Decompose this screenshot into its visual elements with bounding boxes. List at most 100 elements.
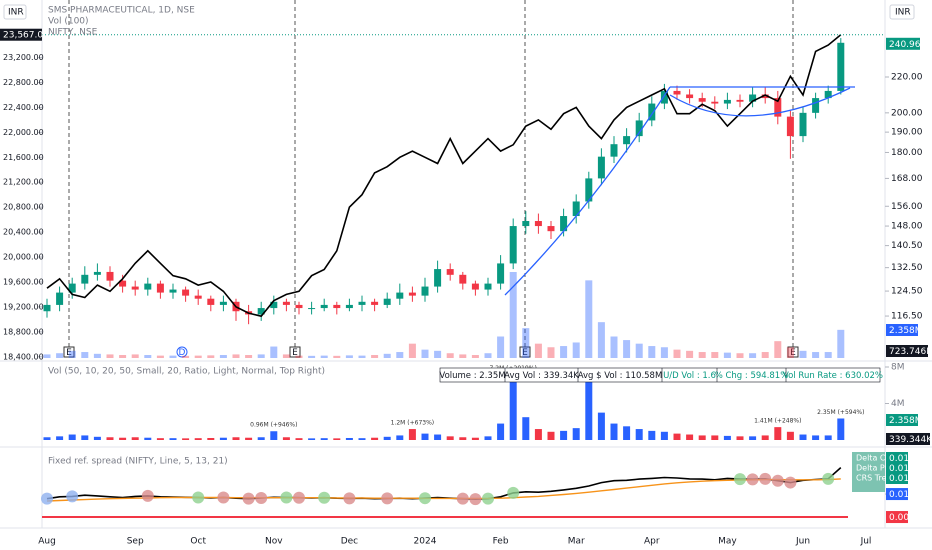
signal-marker: [759, 472, 772, 485]
volume-bar: [673, 433, 681, 440]
volume-bar: [660, 431, 668, 440]
volume-bar: [308, 438, 316, 440]
y2-tick-label: 20,000.00: [3, 253, 44, 262]
volume-overlay-bar: [610, 336, 618, 358]
volume-bar: [81, 435, 89, 440]
pane-borders: [0, 0, 932, 529]
x-tick-label: Nov: [265, 537, 283, 547]
volume-bar: [119, 437, 127, 440]
volume-bar: [169, 438, 177, 440]
volume-bar: [182, 438, 190, 440]
currency-left: INR: [8, 8, 24, 18]
candle-body: [610, 144, 618, 157]
volume-overlay-bar: [484, 353, 492, 358]
volume-bar: [698, 435, 706, 440]
candle-body: [761, 94, 769, 99]
y-tick-label: 180.00: [891, 148, 923, 158]
candle-body: [484, 283, 492, 290]
volume-last-label-box: [886, 414, 918, 426]
volume-bar: [585, 380, 593, 440]
y2-tick-label: 19,200.00: [3, 302, 44, 311]
candle-body: [408, 292, 416, 296]
candle-body: [81, 274, 89, 284]
candle-body: [673, 90, 681, 95]
volume-overlay-bar: [182, 355, 190, 358]
x-tick-label: 2024: [414, 537, 437, 547]
y-tick-label: 220.00: [891, 73, 923, 83]
volume-bar: [459, 437, 467, 440]
volume-bar: [43, 437, 51, 440]
candle-body: [698, 98, 706, 102]
volume-overlay-bar: [585, 280, 593, 358]
svg-text:E: E: [292, 348, 298, 358]
candle-body: [623, 136, 631, 145]
volume-bar: [383, 436, 391, 440]
signal-marker: [255, 491, 268, 504]
stats-cell: Vol Run Rate : 630.02%: [783, 371, 883, 381]
volume-overlay-bar: [68, 350, 76, 358]
y-tick-label: 8M: [891, 363, 905, 373]
volume-overlay-bar: [421, 349, 429, 358]
volume-bar: [509, 374, 517, 440]
candle-body: [371, 301, 379, 305]
volume-bar: [232, 437, 240, 440]
candle-body: [434, 269, 442, 287]
y2-tick-label: 20,800.00: [3, 203, 44, 212]
volume-bar: [723, 435, 731, 440]
event-markers[interactable]: E D E E E: [63, 346, 799, 358]
volume-overlay-bar: [534, 343, 542, 358]
volume-label: 1.41M (+248%): [754, 418, 801, 425]
candle-body: [597, 156, 605, 179]
volume-overlay-bar: [635, 343, 643, 358]
volume-bar: [534, 429, 542, 440]
volume-overlay-bar: [824, 352, 832, 358]
y2-tick-label: 23,200.00: [3, 53, 44, 62]
volume-bar: [396, 435, 404, 440]
volume-bar: [257, 437, 265, 440]
volume-bar: [497, 423, 505, 440]
y-tick-label: 156.00: [891, 202, 923, 212]
y-tick-label: 168.00: [891, 174, 923, 184]
x-tick-label: Aug: [38, 537, 56, 547]
volume-overlay-bar: [623, 340, 631, 358]
y-tick-label: 132.50: [891, 263, 923, 273]
volume-bar: [434, 434, 442, 440]
currency-box[interactable]: [3, 4, 27, 20]
stats-cell: Avg $ Vol : 110.58M: [578, 371, 663, 381]
volume-overlay-bar: [736, 353, 744, 358]
y-tick-label: 190.00: [891, 128, 923, 138]
volume-bar: [572, 428, 580, 440]
candle-body: [736, 99, 744, 102]
candle-body: [257, 308, 265, 315]
signal-marker: [746, 473, 759, 486]
y-tick-label: 4M: [891, 399, 905, 409]
candle-body: [56, 292, 64, 305]
spread-title: Fixed ref. spread (NIFTY, Line, 5, 13, 2…: [48, 457, 228, 467]
currency-box[interactable]: [889, 4, 915, 20]
volume-bar: [131, 437, 139, 440]
x-tick-label: Mar: [568, 537, 585, 547]
volume-average-label: 339.344K: [889, 435, 932, 445]
signal-marker: [507, 486, 520, 499]
volume-overlay-bar: [648, 346, 656, 358]
volume-bar: [623, 426, 631, 440]
y2-tick-label: 18,400.00: [3, 352, 44, 361]
volume-bar: [282, 437, 290, 440]
y2-tick-label: 21,600.00: [3, 153, 44, 162]
candle-body: [295, 304, 303, 309]
y2-tick-label: 18,800.00: [3, 327, 44, 336]
signal-marker: [784, 476, 797, 489]
volume-overlay-bar: [43, 354, 51, 358]
x-tick-label: Jul: [860, 537, 872, 547]
overlay-last-label-box: [886, 324, 918, 336]
volume-bar: [320, 438, 328, 440]
volume-overlay-bar: [245, 355, 253, 358]
legend-value: 0.01: [889, 454, 909, 464]
stats-cell: % Chg : 594.81%: [715, 371, 789, 381]
volume-label: 0.96M (+946%): [250, 422, 297, 429]
volume-bar: [333, 438, 341, 440]
volume-title: Vol (50, 10, 20, 50, Small, 20, Ratio, L…: [48, 367, 325, 377]
signal-marker: [141, 489, 154, 502]
volume-overlay-bar: [686, 350, 694, 358]
